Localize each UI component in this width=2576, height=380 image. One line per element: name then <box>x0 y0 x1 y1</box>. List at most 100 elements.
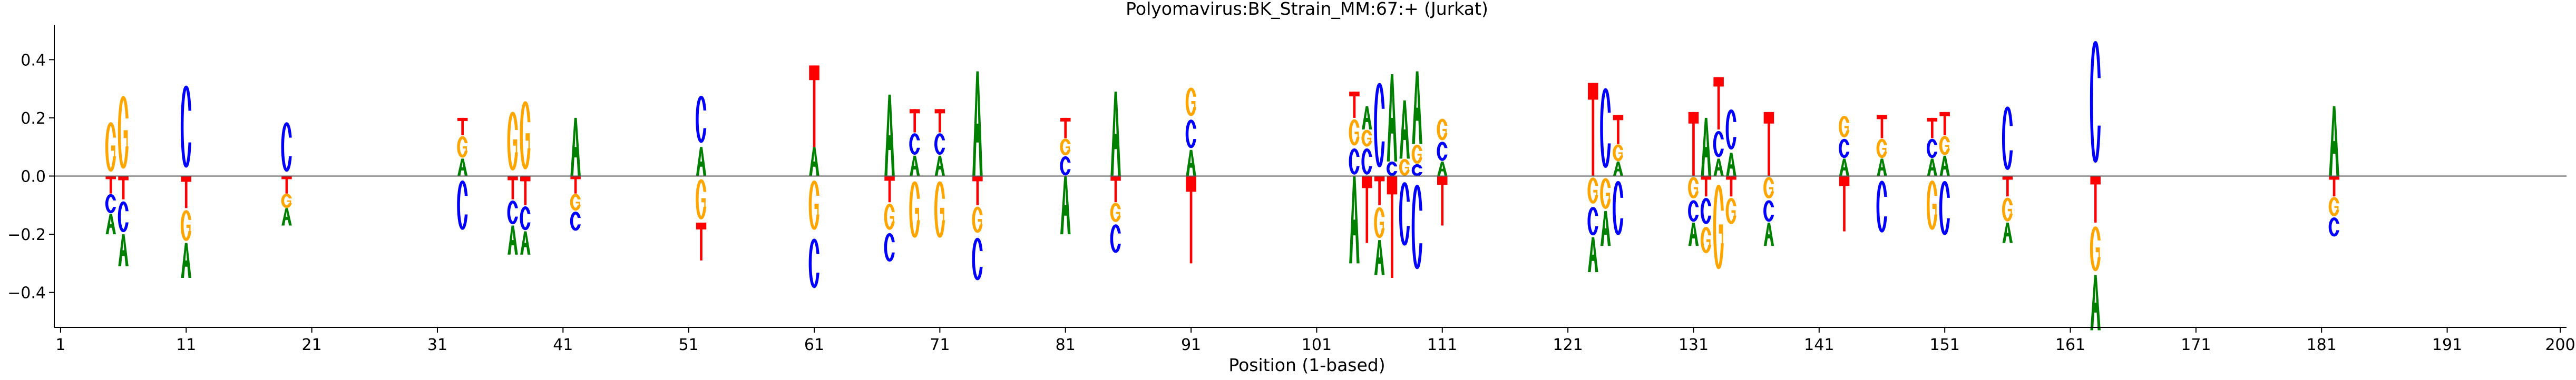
logo-letter-G <box>1939 136 1951 155</box>
logo-letter-G <box>1688 177 1700 199</box>
logo-letter-G <box>1185 87 1197 116</box>
logo-letter-T <box>1349 92 1360 118</box>
logo-letter-A <box>909 155 920 176</box>
logo-letter-A <box>1588 237 1598 272</box>
logo-letter-C <box>1110 224 1122 253</box>
logo-letter-T <box>1588 83 1598 176</box>
logo-letter-C <box>1613 181 1624 235</box>
logo-letter-T <box>1060 117 1071 138</box>
x-tick-label: 131 <box>1679 336 1709 354</box>
logo-letter-T <box>281 176 292 194</box>
logo-letter-C <box>934 133 946 155</box>
logo-letter-G <box>180 210 192 241</box>
logo-letter-A <box>1437 161 1448 176</box>
logo-letter-T <box>1701 176 1712 197</box>
logo-letter-T <box>2090 176 2101 223</box>
logo-letter-T <box>508 176 518 199</box>
logo-letter-T <box>934 109 945 133</box>
logo-letter-C <box>1399 182 1411 246</box>
logo-letter-C <box>1688 200 1700 222</box>
logo-letter-G <box>1411 144 1423 164</box>
logo-letter-A <box>118 234 129 266</box>
x-tick-label: 101 <box>1302 336 1332 354</box>
logo-letter-G <box>1839 116 1850 137</box>
logo-letter-A <box>1713 158 1724 176</box>
x-tick-label: 121 <box>1553 336 1583 354</box>
logo-letter-T <box>105 176 116 194</box>
logo-letter-A <box>2329 106 2339 176</box>
logo-letter-T <box>1688 112 1699 176</box>
logo-letter-A <box>181 243 192 278</box>
logo-letter-T <box>1613 115 1624 144</box>
logo-letter-T <box>1437 176 1448 226</box>
logo-letter-G <box>1437 118 1449 141</box>
logo-letter-A <box>1613 161 1624 176</box>
logo-letter-T <box>520 176 531 205</box>
logo-letter-G <box>1725 197 1738 224</box>
logo-letter-A <box>1186 149 1196 176</box>
logo-letter-C <box>281 122 293 172</box>
logo-letter-A <box>1600 211 1611 246</box>
logo-letter-A <box>1726 153 1736 176</box>
logo-letter-C <box>1876 181 1888 233</box>
logo-letter-T <box>1713 77 1724 130</box>
logo-letter-G <box>118 96 130 169</box>
x-tick-label: 141 <box>1804 336 1834 354</box>
logo-letter-A <box>2002 222 2013 243</box>
logo-letter-A <box>520 231 531 255</box>
logo-letter-A <box>281 208 292 226</box>
x-tick-label: 21 <box>302 336 322 354</box>
logo-letter-T <box>2329 176 2339 197</box>
x-tick-label: 31 <box>427 336 447 354</box>
logo-letter-G <box>507 112 519 171</box>
logo-letter-C <box>909 133 921 155</box>
logo-letter-T <box>1186 176 1196 264</box>
logo-letter-A <box>1060 176 1071 235</box>
logo-letter-C <box>1411 185 1423 269</box>
logo-letter-A <box>809 147 819 176</box>
x-tick-label: 91 <box>1181 336 1201 354</box>
y-tick-label: −0.2 <box>7 226 46 244</box>
logo-letter-T <box>570 176 581 194</box>
logo-letter-A <box>1110 92 1121 176</box>
logo-letter-C <box>972 237 984 281</box>
logo-letter-C <box>105 194 117 214</box>
logo-letter-A <box>1701 117 1712 176</box>
logo-letter-G <box>457 136 469 158</box>
logo-letter-A <box>570 117 581 176</box>
logo-letter-T <box>884 176 895 203</box>
logo-letter-G <box>570 194 582 211</box>
logo-letter-T <box>181 176 192 208</box>
logo-letter-G <box>1349 119 1361 146</box>
logo-letter-C <box>1387 161 1398 176</box>
logo-letter-C <box>2328 217 2340 237</box>
y-tick-label: 0.2 <box>21 109 46 128</box>
logo-letter-G <box>1060 138 1071 156</box>
logo-letter-G <box>2328 197 2340 216</box>
logo-letter-G <box>1613 144 1624 162</box>
logo-letter-G <box>884 204 896 230</box>
logo-letter-G <box>1926 180 1938 230</box>
logo-letter-G <box>1374 207 1385 238</box>
logo-letter-A <box>105 214 116 235</box>
logo-letter-G <box>105 122 117 172</box>
logo-letter-C <box>1587 207 1599 236</box>
logo-letter-A <box>1361 106 1372 130</box>
logo-letter-A <box>1412 71 1422 144</box>
logo-letter-C <box>118 201 130 233</box>
logo-letter-A <box>1349 176 1360 264</box>
x-tick-label: 51 <box>679 336 699 354</box>
logo-letter-A <box>1374 240 1385 275</box>
logo-letter-A <box>934 155 945 176</box>
logo-letter-T <box>696 222 707 261</box>
y-tick-label: 0.0 <box>21 168 46 186</box>
x-tick-label: 161 <box>2055 336 2085 354</box>
logo-letter-C <box>1185 119 1197 148</box>
logo-letter-T <box>1110 176 1121 203</box>
logo-letter-A <box>696 147 707 176</box>
x-tick-label: 71 <box>930 336 950 354</box>
logo-letter-A <box>1387 74 1398 162</box>
x-tick-label: 81 <box>1056 336 1076 354</box>
logo-letter-C <box>1926 138 1938 158</box>
